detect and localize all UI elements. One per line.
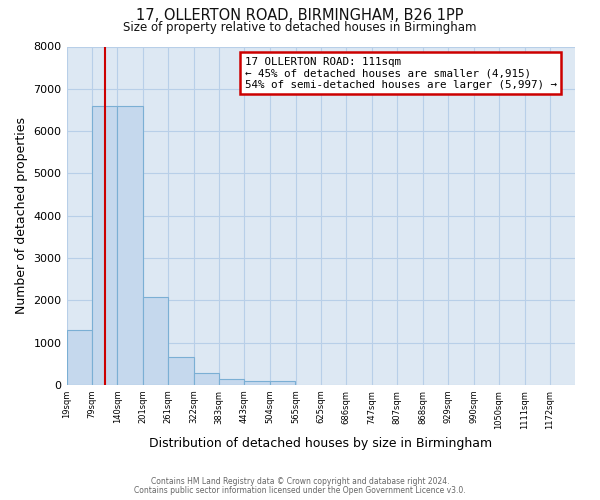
Bar xyxy=(270,382,295,385)
Bar xyxy=(118,106,143,385)
X-axis label: Distribution of detached houses by size in Birmingham: Distribution of detached houses by size … xyxy=(149,437,493,450)
Text: 17, OLLERTON ROAD, BIRMINGHAM, B26 1PP: 17, OLLERTON ROAD, BIRMINGHAM, B26 1PP xyxy=(136,8,464,22)
Text: 17 OLLERTON ROAD: 111sqm
← 45% of detached houses are smaller (4,915)
54% of sem: 17 OLLERTON ROAD: 111sqm ← 45% of detach… xyxy=(245,56,557,90)
Bar xyxy=(67,330,92,385)
Bar xyxy=(143,297,168,385)
Text: Size of property relative to detached houses in Birmingham: Size of property relative to detached ho… xyxy=(123,21,477,34)
Bar xyxy=(244,382,270,385)
Bar xyxy=(220,380,244,385)
Text: Contains public sector information licensed under the Open Government Licence v3: Contains public sector information licen… xyxy=(134,486,466,495)
Text: Contains HM Land Registry data © Crown copyright and database right 2024.: Contains HM Land Registry data © Crown c… xyxy=(151,477,449,486)
Bar xyxy=(194,372,219,385)
Bar xyxy=(92,106,117,385)
Y-axis label: Number of detached properties: Number of detached properties xyxy=(15,117,28,314)
Bar xyxy=(168,358,194,385)
